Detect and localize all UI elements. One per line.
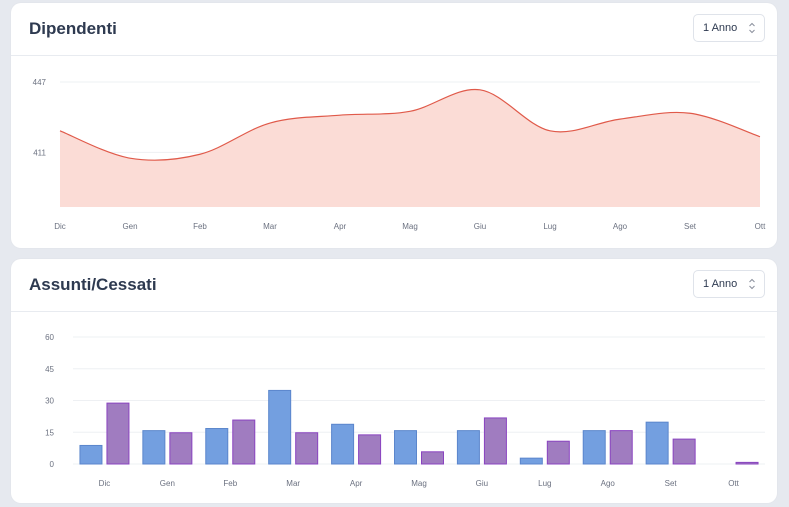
x-tick-label: Dic <box>99 479 111 488</box>
dipendenti-area-chart: 411 447 Dic Gen Feb Mar Apr Mag Giu Lug Ago Set Ott <box>33 78 766 231</box>
bar-series-1 <box>331 423 355 465</box>
bar-series-1 <box>268 389 292 465</box>
period-select-value: 1 Anno <box>703 278 738 290</box>
x-tick-label: Feb <box>193 222 207 231</box>
x-tick-label: Feb <box>223 479 237 488</box>
bar-series-2 <box>169 432 193 465</box>
up-down-chevron-icon <box>749 22 755 34</box>
y-tick-label: 447 <box>33 78 47 87</box>
x-tick-label: Lug <box>538 479 551 488</box>
x-tick-label: Mag <box>411 479 427 488</box>
area-fill <box>60 89 760 207</box>
bar-series-1 <box>645 421 669 465</box>
bar-series-1 <box>582 430 606 465</box>
assunti-cessati-card: Assunti/Cessati 1 Anno 0 15 30 45 60 Dic Gen Fe… <box>11 259 777 503</box>
up-down-chevron-icon <box>749 278 755 290</box>
y-tick-label: 30 <box>45 397 54 406</box>
bar-series-2 <box>483 417 507 465</box>
x-tick-label: Giu <box>474 222 486 231</box>
x-tick-label: Mag <box>402 222 418 231</box>
dipendenti-card: Dipendenti 1 Anno 411 447 Dic Gen Feb Mar Apr M… <box>11 3 777 248</box>
x-tick-label: Dic <box>54 222 66 231</box>
period-select[interactable]: 1 Anno <box>693 270 765 298</box>
card-header: Dipendenti 1 Anno <box>11 3 777 56</box>
card-title: Dipendenti <box>29 19 117 38</box>
x-tick-label: Apr <box>334 222 347 231</box>
y-tick-label: 45 <box>45 365 54 374</box>
period-select[interactable]: 1 Anno <box>693 14 765 42</box>
x-tick-label: Set <box>684 222 697 231</box>
x-tick-label: Giu <box>476 479 488 488</box>
bar-series-2 <box>106 402 130 465</box>
x-tick-label: Apr <box>350 479 363 488</box>
period-select-value: 1 Anno <box>703 22 738 34</box>
x-tick-label: Mar <box>263 222 277 231</box>
card-header: Assunti/Cessati 1 Anno <box>11 259 777 312</box>
y-tick-label: 0 <box>50 460 55 469</box>
bar-series-2 <box>421 451 444 465</box>
bar-series-1 <box>142 430 166 465</box>
bar-series-2 <box>295 432 319 465</box>
bar-series-1 <box>205 428 229 465</box>
bar-series-2 <box>735 461 759 465</box>
bar-series-2 <box>672 438 696 465</box>
card-title: Assunti/Cessati <box>29 275 157 294</box>
x-tick-label: Ott <box>755 222 766 231</box>
x-tick-label: Ago <box>613 222 628 231</box>
x-tick-label: Lug <box>543 222 556 231</box>
bar-series-2 <box>546 440 570 465</box>
x-tick-label: Ago <box>601 479 616 488</box>
x-tick-label: Mar <box>286 479 300 488</box>
bar-series-1 <box>519 457 543 465</box>
x-tick-label: Gen <box>160 479 175 488</box>
y-tick-label: 411 <box>33 148 46 157</box>
assunti-cessati-bar-chart: 0 15 30 45 60 Dic Gen Feb Mar Apr Mag Giu Lug Ago Set O… <box>45 333 765 488</box>
bar-series-2 <box>232 419 256 465</box>
y-tick-label: 15 <box>45 428 54 437</box>
bar-series-2 <box>358 434 382 465</box>
x-tick-label: Gen <box>122 222 137 231</box>
x-tick-label: Set <box>665 479 678 488</box>
bar-series-1 <box>79 444 103 465</box>
x-tick-label: Ott <box>728 479 739 488</box>
bar-series-1 <box>456 430 480 465</box>
bar-series-1 <box>394 430 417 465</box>
bar-series-2 <box>609 430 633 465</box>
area-line <box>59 88 761 161</box>
y-tick-label: 60 <box>45 333 54 342</box>
